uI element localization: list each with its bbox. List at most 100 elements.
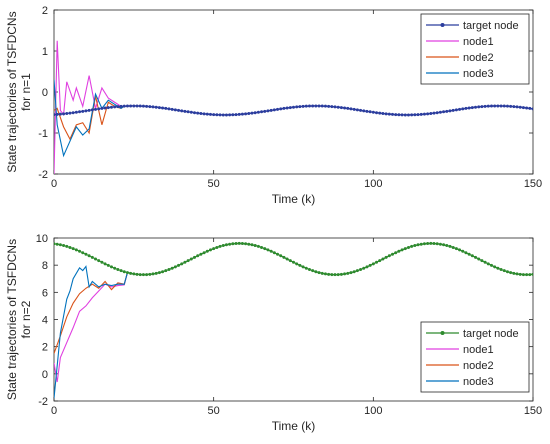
legend-label: node3	[463, 376, 494, 388]
series-point-target-node	[317, 271, 321, 275]
series-point-target-node	[113, 266, 117, 270]
series-point-target-node	[416, 243, 420, 247]
y-tick-label: 2	[42, 342, 48, 354]
series-point-target-node	[470, 254, 474, 258]
series-point-target-node	[186, 110, 190, 114]
series-point-target-node	[177, 108, 181, 112]
series-point-target-node	[208, 112, 212, 116]
series-point-target-node	[448, 109, 452, 113]
x-tick-label: 0	[51, 405, 57, 417]
series-point-target-node	[464, 251, 468, 255]
series-point-target-node	[422, 242, 426, 246]
series-point-target-node	[339, 272, 343, 276]
series-point-target-node	[103, 262, 107, 266]
series-point-target-node	[371, 262, 375, 266]
legend-box	[420, 13, 530, 85]
series-point-target-node	[244, 242, 248, 246]
series-point-target-node	[464, 106, 468, 110]
series-point-target-node	[288, 106, 292, 110]
series-point-target-node	[368, 263, 372, 267]
series-point-target-node	[164, 106, 168, 110]
series-point-target-node	[202, 112, 206, 116]
series-point-target-node	[518, 272, 522, 276]
series-point-target-node	[381, 257, 385, 261]
series-point-target-node	[71, 111, 75, 115]
legend-label: node2	[463, 52, 494, 64]
series-point-target-node	[237, 241, 241, 245]
series-point-target-node	[355, 269, 359, 273]
series-point-target-node	[486, 104, 490, 108]
series-point-target-node	[161, 106, 165, 110]
series-point-target-node	[445, 109, 449, 113]
series-point-target-node	[272, 108, 276, 112]
series-point-target-node	[362, 109, 366, 113]
series-point-target-node	[435, 111, 439, 115]
x-tick-label: 100	[364, 405, 382, 417]
x-tick-label: 150	[524, 178, 542, 190]
series-point-target-node	[97, 259, 101, 263]
series-point-target-node	[429, 241, 433, 245]
series-point-target-node	[426, 112, 430, 116]
series-point-target-node	[314, 104, 318, 108]
x-axis-label: Time (k)	[272, 192, 316, 206]
legend-label: node2	[463, 360, 494, 372]
series-point-target-node	[304, 266, 308, 270]
series-group	[54, 40, 533, 174]
series-point-target-node	[276, 252, 280, 256]
series-point-target-node	[333, 105, 337, 109]
legend: target node node1 node2 node3	[420, 13, 530, 85]
legend-box	[420, 321, 530, 393]
series-point-target-node	[122, 270, 126, 274]
series-point-target-node	[87, 108, 91, 112]
x-tick-label: 100	[364, 178, 382, 190]
series-point-target-node	[116, 268, 120, 272]
x-tick-label: 150	[524, 405, 542, 417]
series-point-target-node	[81, 251, 85, 255]
series-point-target-node	[330, 273, 334, 277]
series-point-target-node	[467, 106, 471, 110]
y-tick-label: 6	[42, 287, 48, 299]
series-point-target-node	[416, 113, 420, 117]
series-point-target-node	[62, 112, 66, 116]
x-tick-label: 0	[51, 178, 57, 190]
series-point-target-node	[336, 273, 340, 277]
series-point-target-node	[339, 106, 343, 110]
series-point-target-node	[531, 107, 533, 111]
series-point-target-node	[177, 263, 181, 267]
series-point-target-node	[384, 255, 388, 259]
series-point-target-node	[276, 107, 280, 111]
series-point-target-node	[279, 254, 283, 258]
series-point-target-node	[438, 242, 442, 246]
series-point-target-node	[381, 112, 385, 116]
series-point-target-node	[432, 111, 436, 115]
series-point-target-node	[499, 268, 503, 272]
series-point-target-node	[154, 105, 158, 109]
series-point-target-node	[397, 249, 401, 253]
series-point-target-node	[359, 108, 363, 112]
series-point-target-node	[199, 252, 203, 256]
series-point-target-node	[467, 252, 471, 256]
series-point-target-node	[285, 257, 289, 261]
series-point-target-node	[151, 272, 155, 276]
series-point-target-node	[116, 105, 120, 109]
series-point-target-node	[528, 106, 532, 110]
series-point-target-node	[505, 104, 509, 108]
y-tick-label: -2	[38, 396, 48, 408]
series-point-target-node	[247, 242, 251, 246]
series-point-target-node	[429, 112, 433, 116]
series-point-target-node	[180, 262, 184, 266]
legend-marker	[440, 331, 445, 335]
series-point-target-node	[343, 106, 347, 110]
series-point-target-node	[122, 104, 126, 108]
series-point-target-node	[157, 271, 161, 275]
series-point-target-node	[58, 112, 62, 116]
series-point-target-node	[521, 106, 525, 110]
series-point-target-node	[317, 104, 321, 108]
series-point-target-node	[65, 244, 69, 248]
legend-label: node3	[463, 68, 494, 80]
series-point-target-node	[483, 260, 487, 264]
series-point-target-node	[282, 255, 286, 259]
series-point-target-node	[189, 110, 193, 114]
series-point-target-node	[400, 248, 404, 252]
series-point-target-node	[132, 272, 136, 276]
